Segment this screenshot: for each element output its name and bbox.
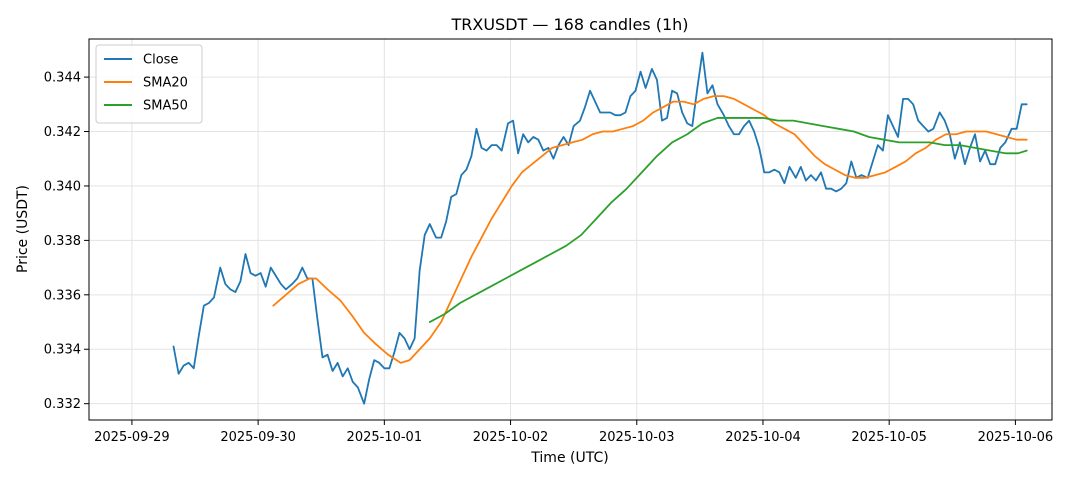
- x-tick-label: 2025-10-01: [347, 430, 423, 445]
- x-tick-label: 2025-09-29: [94, 430, 170, 445]
- legend-label-close: Close: [143, 53, 178, 68]
- x-axis-label: Time (UTC): [530, 450, 608, 466]
- x-tick-label: 2025-10-03: [599, 430, 675, 445]
- legend-box: [95, 44, 203, 124]
- y-tick-label: 0.342: [44, 125, 81, 140]
- y-tick-label: 0.334: [44, 343, 81, 358]
- grid: [89, 39, 1052, 420]
- legend-label-sma50: SMA50: [143, 99, 188, 114]
- x-tick-label: 2025-10-05: [851, 430, 927, 445]
- x-axis-ticks: 2025-09-29 2025-09-30 2025-10-01 2025-10-02…: [94, 420, 1053, 445]
- x-tick-label: 2025-09-30: [220, 430, 296, 445]
- sma20-line: [272, 95, 1028, 364]
- sma50-line: [428, 117, 1028, 323]
- x-tick-label: 2025-10-02: [473, 430, 549, 445]
- x-tick-label: 2025-10-06: [978, 430, 1054, 445]
- series-lines: [172, 51, 1028, 405]
- close-line: [172, 51, 1028, 405]
- y-tick-label: 0.336: [44, 288, 81, 303]
- legend: Close SMA20 SMA50: [95, 44, 203, 124]
- y-axis-ticks: 0.332 0.334 0.336 0.338 0.340 0.342 0.344: [44, 71, 89, 412]
- y-tick-label: 0.338: [44, 234, 81, 249]
- y-tick-label: 0.344: [44, 71, 81, 86]
- plot-frame: [88, 38, 1053, 421]
- chart-title: TRXUSDT — 168 candles (1h): [450, 15, 688, 34]
- y-tick-label: 0.340: [44, 179, 81, 194]
- y-tick-label: 0.332: [44, 397, 81, 412]
- y-axis-label: Price (USDT): [15, 185, 31, 273]
- legend-label-sma20: SMA20: [143, 76, 188, 91]
- x-tick-label: 2025-10-04: [725, 430, 801, 445]
